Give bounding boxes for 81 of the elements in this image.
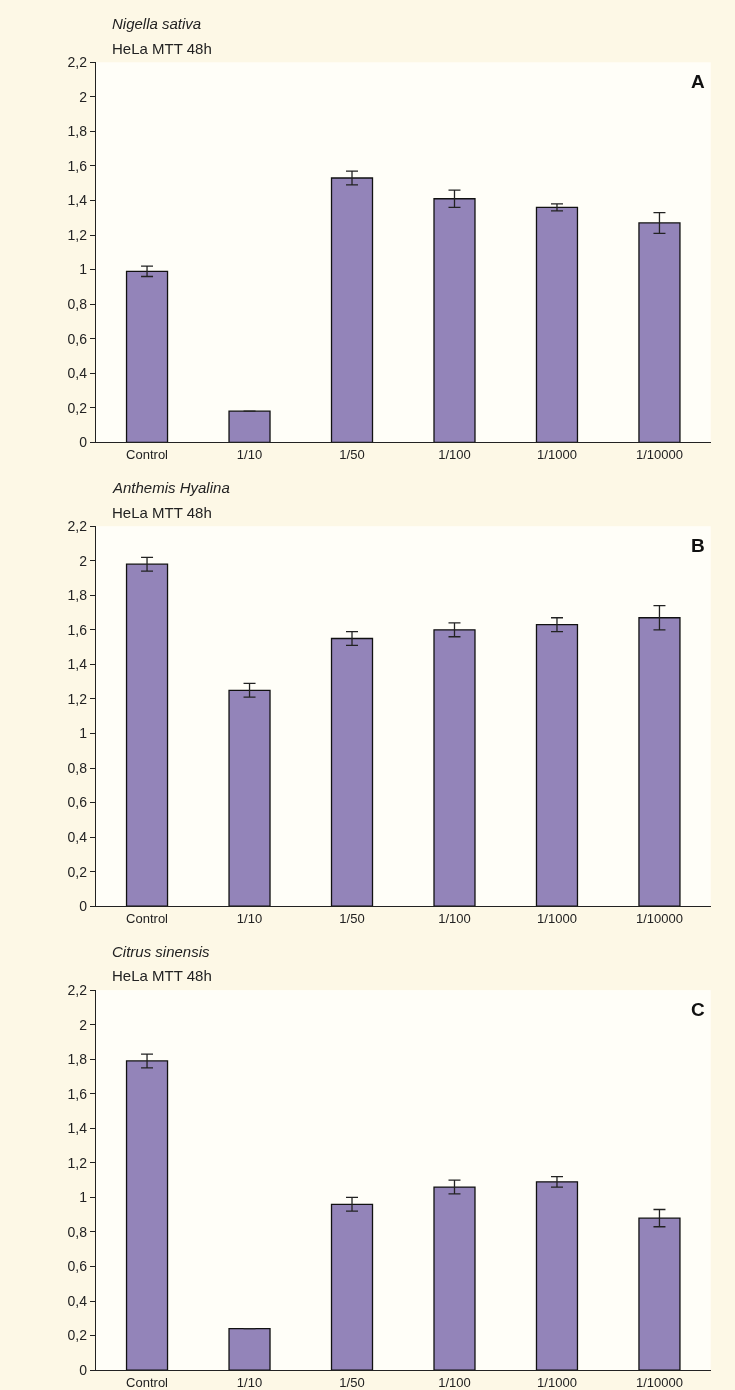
bar	[433, 1186, 476, 1371]
x-tick-label: 1/10000	[635, 446, 683, 462]
y-tick-label: 1,2	[67, 690, 88, 707]
y-tick-label: 0,2	[67, 1327, 88, 1344]
x-tick-label: 1/10	[236, 1374, 263, 1390]
bar	[330, 1203, 374, 1371]
x-tick-label: 1/10000	[635, 910, 683, 926]
bar	[638, 1217, 681, 1371]
chart-title: Citrus sinensis	[112, 943, 211, 960]
y-tick-label: 1,2	[67, 226, 88, 243]
y-tick-label: 1,6	[67, 621, 88, 638]
y-tick-label: 1,4	[67, 192, 88, 209]
x-tick-label: 1/10000	[635, 1374, 683, 1390]
chart-subtitle: HeLa MTT 48h	[112, 40, 212, 57]
y-tick-label: 1,2	[67, 1154, 88, 1171]
y-tick-label: 0,4	[67, 1292, 88, 1309]
y-tick-label: 1	[79, 725, 88, 742]
bar	[330, 637, 374, 907]
chart-title: Anthemis Hyalina	[112, 479, 230, 496]
bar	[125, 1060, 169, 1371]
y-tick-label: 0,6	[67, 1258, 88, 1275]
chart-subtitle: HeLa MTT 48h	[112, 504, 212, 521]
x-tick-label: 1/100	[438, 910, 471, 926]
y-tick-label: 2	[79, 552, 88, 569]
y-tick-label: 1	[79, 261, 88, 278]
annotation: C	[691, 999, 705, 1020]
bar	[125, 563, 169, 907]
x-tick-label: 1/1000	[537, 1374, 577, 1390]
y-tick-label: 1,4	[67, 1120, 88, 1137]
x-tick-label: 1/1000	[537, 446, 577, 462]
x-tick-label: Control	[126, 1374, 169, 1390]
bar	[433, 629, 476, 907]
y-tick-label: 0,8	[67, 759, 88, 776]
bar	[535, 206, 579, 443]
y-tick-label: 1,8	[67, 587, 88, 604]
bar	[228, 1328, 271, 1371]
bar	[638, 222, 681, 443]
y-tick-label: 0,8	[67, 1223, 88, 1240]
bar	[330, 177, 374, 443]
chart-subtitle: HeLa MTT 48h	[112, 967, 212, 984]
x-tick-label: 1/50	[339, 446, 365, 462]
bar	[535, 624, 579, 907]
y-tick-label: 0,6	[67, 794, 88, 811]
y-tick-label: 2,2	[67, 518, 88, 535]
x-tick-label: 1/100	[438, 1374, 471, 1390]
x-tick-label: Control	[126, 446, 169, 462]
y-tick-label: 0	[79, 898, 88, 915]
y-tick-label: 1,4	[67, 656, 88, 673]
x-tick-label: 1/1000	[537, 910, 577, 926]
x-tick-label: 1/100	[438, 446, 471, 462]
bar	[535, 1181, 579, 1371]
y-tick-label: 0	[79, 434, 88, 451]
y-tick-label: 1,8	[67, 123, 88, 140]
annotation: B	[691, 535, 705, 556]
y-tick-label: 0,4	[67, 829, 88, 846]
x-tick-label: Control	[126, 910, 169, 926]
y-tick-label: 2	[79, 1016, 88, 1033]
chart-title: Nigella sativa	[112, 15, 202, 32]
bar	[125, 270, 169, 443]
y-tick-label: 2	[79, 88, 88, 105]
y-tick-label: 1,8	[67, 1051, 88, 1068]
x-tick-label: 1/50	[339, 1374, 365, 1390]
y-tick-label: 0,2	[67, 399, 88, 416]
y-tick-label: 1	[79, 1189, 88, 1206]
y-tick-label: 0,4	[67, 365, 88, 382]
y-tick-label: 2,2	[67, 54, 88, 71]
bar	[433, 198, 476, 443]
annotation: A	[691, 71, 705, 92]
y-tick-label: 2,2	[67, 982, 88, 999]
x-tick-label: 1/10	[236, 910, 263, 926]
y-tick-label: 0,6	[67, 330, 88, 347]
y-tick-label: 0,2	[67, 863, 88, 880]
bar	[228, 689, 271, 907]
bar	[228, 410, 271, 443]
x-tick-label: 1/10	[236, 446, 263, 462]
y-tick-label: 1,6	[67, 157, 88, 174]
y-tick-label: 1,6	[67, 1085, 88, 1102]
y-tick-label: 0	[79, 1362, 88, 1379]
y-tick-label: 0,8	[67, 296, 88, 313]
x-tick-label: 1/50	[339, 910, 365, 926]
bar	[638, 617, 681, 907]
